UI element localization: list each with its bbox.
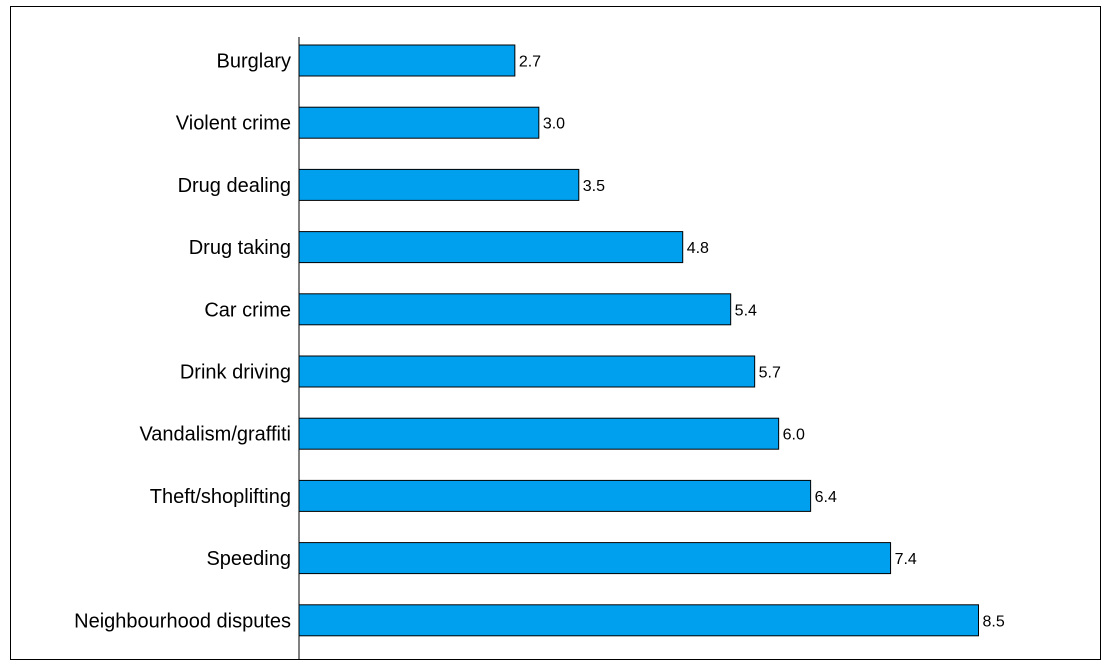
category-label-drug-dealing: Drug dealing (178, 175, 291, 197)
bar-burglary (298, 44, 516, 77)
value-label-speeding: 7.4 (895, 551, 917, 568)
category-label-vandalism-graffiti: Vandalism/graffiti (139, 424, 291, 446)
bars-layer (298, 44, 979, 637)
value-label-drug-taking: 4.8 (687, 240, 709, 257)
category-label-drink-driving: Drink driving (180, 362, 291, 384)
value-label-drink-driving: 5.7 (759, 365, 781, 382)
category-label-neighbourhood-disputes: Neighbourhood disputes (74, 610, 291, 632)
value-label-car-crime: 5.4 (735, 302, 757, 319)
bar-speeding (298, 542, 892, 575)
bar-car-crime (298, 293, 732, 326)
bar-theft-shoplifting (298, 479, 812, 512)
value-label-neighbourhood-disputes: 8.5 (983, 613, 1005, 630)
value-label-violent-crime: 3.0 (543, 116, 565, 133)
category-label-car-crime: Car crime (204, 299, 291, 321)
value-label-drug-dealing: 3.5 (583, 178, 605, 195)
bar-violent-crime (298, 106, 540, 139)
category-label-drug-taking: Drug taking (189, 237, 291, 259)
bar-drink-driving (298, 355, 756, 388)
bar-drug-taking (298, 231, 684, 264)
category-label-theft-shoplifting: Theft/shoplifting (150, 486, 291, 508)
bar-vandalism-graffiti (298, 417, 780, 450)
labels-layer: Burglary 2.7 Violent crime 3.0 Drug dealing 3… (74, 51, 1005, 633)
value-label-vandalism-graffiti: 6.0 (783, 427, 805, 444)
bar-chart: Burglary 2.7 Violent crime 3.0 Drug dealing 3… (74, 37, 1005, 659)
category-label-burglary: Burglary (217, 51, 291, 73)
chart-frame: Burglary 2.7 Violent crime 3.0 Drug dealing 3… (10, 6, 1101, 660)
value-label-theft-shoplifting: 6.4 (815, 489, 837, 506)
category-label-violent-crime: Violent crime (176, 113, 291, 135)
category-label-speeding: Speeding (206, 548, 291, 570)
bar-drug-dealing (298, 168, 580, 201)
bar-neighbourhood-disputes (298, 604, 979, 637)
value-label-burglary: 2.7 (519, 54, 541, 71)
